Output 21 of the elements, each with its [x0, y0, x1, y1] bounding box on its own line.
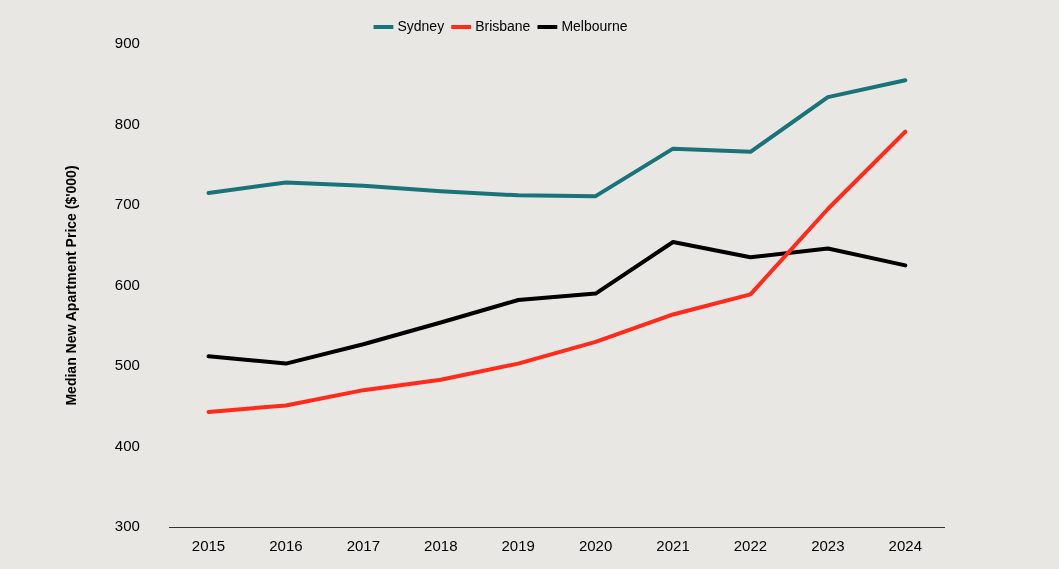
x-tick-label: 2018 — [424, 537, 458, 555]
x-tick-label: 2023 — [811, 537, 845, 555]
y-tick-label: 600 — [114, 275, 140, 293]
x-tick-label: 2022 — [733, 537, 768, 555]
x-tick-label: 2020 — [578, 537, 613, 555]
x-tick-label: 2017 — [346, 537, 381, 555]
x-tick-label: 2016 — [269, 537, 303, 555]
legend-label: Brisbane — [475, 17, 531, 34]
x-tick-label: 2015 — [191, 537, 226, 555]
x-tick-label: 2021 — [656, 537, 690, 555]
x-tick-label: 2024 — [888, 537, 922, 555]
y-axis-title: Median New Apartment Price ($'000) — [63, 165, 80, 406]
legend-label: Melbourne — [561, 17, 628, 34]
x-tick-label: 2019 — [501, 537, 535, 555]
y-tick-label: 500 — [114, 356, 140, 374]
y-tick-label: 800 — [114, 114, 140, 132]
legend-label: Sydney — [397, 17, 445, 34]
y-tick-label: 300 — [114, 517, 140, 535]
y-tick-label: 400 — [114, 436, 140, 454]
y-tick-label: 900 — [114, 34, 140, 52]
y-tick-label: 700 — [114, 195, 140, 213]
